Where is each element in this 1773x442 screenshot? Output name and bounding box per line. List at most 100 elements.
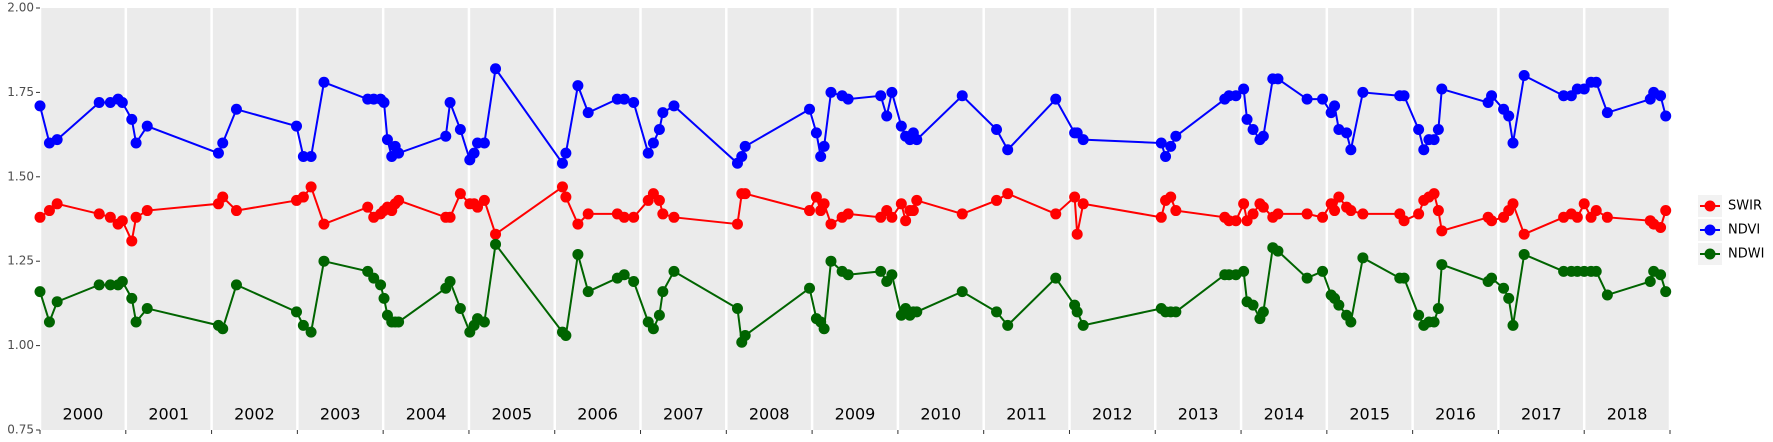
series bbox=[34, 181, 1672, 247]
point bbox=[297, 191, 309, 203]
y-tick-label: 1.50 bbox=[7, 169, 34, 183]
point bbox=[1655, 269, 1667, 281]
point bbox=[1357, 208, 1369, 220]
point bbox=[739, 329, 751, 341]
point bbox=[1428, 316, 1440, 328]
point bbox=[1341, 127, 1353, 139]
point bbox=[1398, 215, 1410, 227]
point bbox=[454, 124, 466, 136]
point bbox=[1503, 292, 1515, 304]
point bbox=[230, 103, 242, 115]
point bbox=[1655, 221, 1667, 233]
point bbox=[212, 147, 224, 159]
point bbox=[1601, 289, 1613, 301]
point bbox=[1333, 191, 1345, 203]
point bbox=[1436, 225, 1448, 237]
point bbox=[130, 137, 142, 149]
point bbox=[628, 97, 640, 109]
point bbox=[440, 130, 452, 142]
series bbox=[34, 238, 1672, 348]
point bbox=[1432, 205, 1444, 217]
point bbox=[34, 286, 46, 298]
point bbox=[818, 140, 830, 152]
point bbox=[116, 97, 128, 109]
point bbox=[368, 272, 380, 284]
point bbox=[956, 208, 968, 220]
point bbox=[1257, 201, 1269, 213]
point bbox=[1247, 299, 1259, 311]
point bbox=[736, 151, 748, 163]
point bbox=[1071, 306, 1083, 318]
legend-label: NDVI bbox=[1728, 223, 1760, 238]
point bbox=[43, 205, 55, 217]
point bbox=[1050, 272, 1062, 284]
point bbox=[93, 279, 105, 291]
point bbox=[1165, 140, 1177, 152]
point bbox=[217, 137, 229, 149]
point bbox=[1230, 215, 1242, 227]
point bbox=[230, 279, 242, 291]
point bbox=[34, 211, 46, 223]
point bbox=[1071, 228, 1083, 240]
point bbox=[478, 316, 490, 328]
point bbox=[1660, 286, 1672, 298]
point bbox=[43, 316, 55, 328]
year-label: 2002 bbox=[234, 405, 275, 424]
point bbox=[126, 235, 138, 247]
point bbox=[628, 275, 640, 287]
point bbox=[141, 205, 153, 217]
point bbox=[1272, 245, 1284, 257]
point bbox=[618, 93, 630, 105]
point bbox=[1301, 272, 1313, 284]
point bbox=[911, 194, 923, 206]
year-label: 2016 bbox=[1435, 405, 1476, 424]
point bbox=[378, 97, 390, 109]
point bbox=[1578, 198, 1590, 210]
point bbox=[653, 124, 665, 136]
point bbox=[1432, 124, 1444, 136]
year-label: 2005 bbox=[491, 405, 532, 424]
point bbox=[875, 265, 887, 277]
point bbox=[956, 286, 968, 298]
point bbox=[886, 86, 898, 98]
point bbox=[305, 326, 317, 338]
point bbox=[1002, 144, 1014, 156]
point bbox=[1230, 90, 1242, 102]
point bbox=[490, 228, 502, 240]
point bbox=[1590, 265, 1602, 277]
point bbox=[1170, 130, 1182, 142]
point bbox=[51, 198, 63, 210]
point bbox=[572, 218, 584, 230]
point bbox=[362, 201, 374, 213]
legend-label: NDWI bbox=[1728, 247, 1764, 262]
point bbox=[93, 208, 105, 220]
year-label: 2012 bbox=[1092, 405, 1133, 424]
point bbox=[657, 208, 669, 220]
point bbox=[657, 286, 669, 298]
point bbox=[628, 211, 640, 223]
point bbox=[556, 181, 568, 193]
point bbox=[116, 215, 128, 227]
point bbox=[104, 279, 116, 291]
point bbox=[130, 211, 142, 223]
point bbox=[895, 198, 907, 210]
point bbox=[291, 120, 303, 132]
point bbox=[1333, 299, 1345, 311]
point bbox=[1418, 144, 1430, 156]
point bbox=[991, 306, 1003, 318]
point bbox=[1170, 306, 1182, 318]
point bbox=[454, 188, 466, 200]
point bbox=[1345, 205, 1357, 217]
point bbox=[991, 194, 1003, 206]
point bbox=[1518, 248, 1530, 260]
point bbox=[1507, 198, 1519, 210]
point bbox=[1660, 110, 1672, 122]
point bbox=[668, 100, 680, 112]
point bbox=[1160, 151, 1172, 163]
point bbox=[490, 63, 502, 75]
point bbox=[1329, 205, 1341, 217]
point bbox=[1398, 272, 1410, 284]
point bbox=[647, 323, 659, 335]
point bbox=[731, 302, 743, 314]
point bbox=[582, 107, 594, 119]
